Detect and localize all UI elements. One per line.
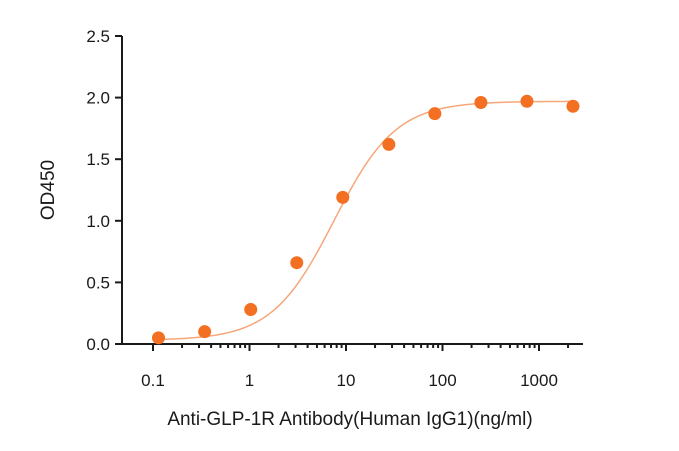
axes [121,36,583,345]
y-tick-label: 2.0 [86,89,110,108]
x-tick-label: 100 [428,371,456,390]
data-point [428,107,442,121]
data-point [151,331,165,345]
x-tick-label: 0.1 [141,371,165,390]
x-tick-label: 10 [337,371,356,390]
x-axis-title: Anti-GLP-1R Antibody(Human IgG1)(ng/ml) [167,409,532,430]
data-point [474,96,488,110]
x-tick-label: 1000 [520,371,558,390]
y-axis-title: OD450 [38,160,59,220]
data-point [336,190,350,204]
fit-curve [158,100,573,341]
data-point [382,137,396,151]
data-point [520,94,534,108]
data-point [244,303,258,317]
y-tick-label: 0.5 [86,273,110,292]
data-point [198,325,212,339]
y-tick-label: 1.5 [86,150,110,169]
x-ticks: 0.1 1 10 100 1000 [141,344,570,390]
data-points [151,94,580,345]
x-tick-label: 1 [245,371,254,390]
data-point [566,99,580,113]
y-tick-label: 1.0 [86,212,110,231]
y-ticks: 0.0 0.5 1.0 1.5 2.0 2.5 [86,27,122,354]
data-point [290,256,304,270]
y-tick-label: 0.0 [86,335,110,354]
y-tick-label: 2.5 [86,27,110,46]
